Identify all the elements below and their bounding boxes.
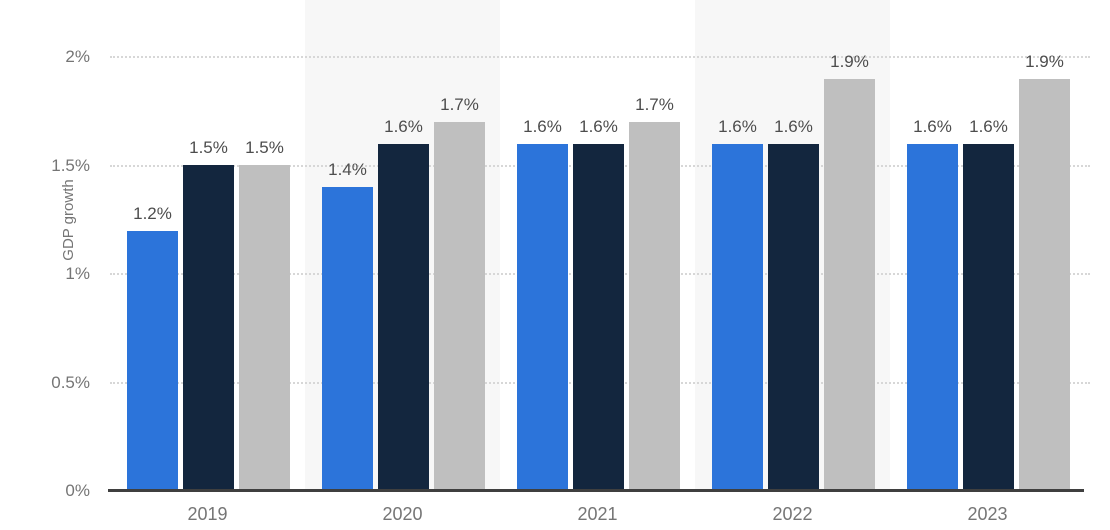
bar-2023-series-3-gray (1019, 79, 1070, 489)
bar-2020-series-1-blue (322, 187, 373, 489)
bar-2021-series-1-blue (517, 144, 568, 489)
bar-value-label: 1.6% (774, 117, 813, 136)
bar-value-label: 1.6% (523, 117, 562, 136)
bar-2019-series-1-blue (127, 231, 178, 489)
x-axis-label: 2020 (382, 504, 423, 524)
x-axis-label: 2023 (967, 504, 1008, 524)
bar-2019-series-3-gray (239, 165, 290, 489)
bar-value-label: 1.6% (384, 117, 423, 136)
bar-value-label: 1.6% (969, 117, 1008, 136)
bar-2023-series-1-blue (907, 144, 958, 489)
gridline (110, 56, 1090, 58)
x-axis-label: 2019 (187, 504, 228, 524)
y-tick-label: 2% (65, 47, 90, 66)
bar-value-label: 1.2% (133, 204, 172, 223)
bar-value-label: 1.5% (245, 138, 284, 157)
bar-2021-series-3-gray (629, 122, 680, 489)
x-axis-label: 2021 (577, 504, 618, 524)
y-axis-title: GDP growth (60, 179, 77, 261)
bar-value-label: 1.6% (913, 117, 952, 136)
bar-2022-series-2-navy (768, 144, 819, 489)
y-tick-label: 0.5% (51, 372, 90, 392)
x-axis-line (108, 489, 1084, 492)
bar-2022-series-1-blue (712, 144, 763, 489)
bar-2020-series-2-navy (378, 144, 429, 489)
bar-2019-series-2-navy (183, 165, 234, 489)
bar-value-label: 1.5% (189, 138, 228, 157)
bar-value-label: 1.6% (579, 117, 618, 136)
x-axis-label: 2022 (772, 504, 813, 524)
y-tick-label: 0% (65, 481, 90, 500)
bar-2021-series-2-navy (573, 144, 624, 489)
y-tick-label: 1.5% (51, 155, 90, 175)
bar-2022-series-3-gray (824, 79, 875, 489)
bar-2023-series-2-navy (963, 144, 1014, 489)
bar-value-label: 1.9% (830, 52, 869, 71)
bar-value-label: 1.7% (635, 95, 674, 114)
bar-value-label: 1.4% (328, 160, 367, 179)
y-tick-label: 1% (65, 264, 90, 283)
bar-value-label: 1.9% (1025, 52, 1064, 71)
bar-value-label: 1.6% (718, 117, 757, 136)
bar-value-label: 1.7% (440, 95, 479, 114)
bar-2020-series-3-gray (434, 122, 485, 489)
